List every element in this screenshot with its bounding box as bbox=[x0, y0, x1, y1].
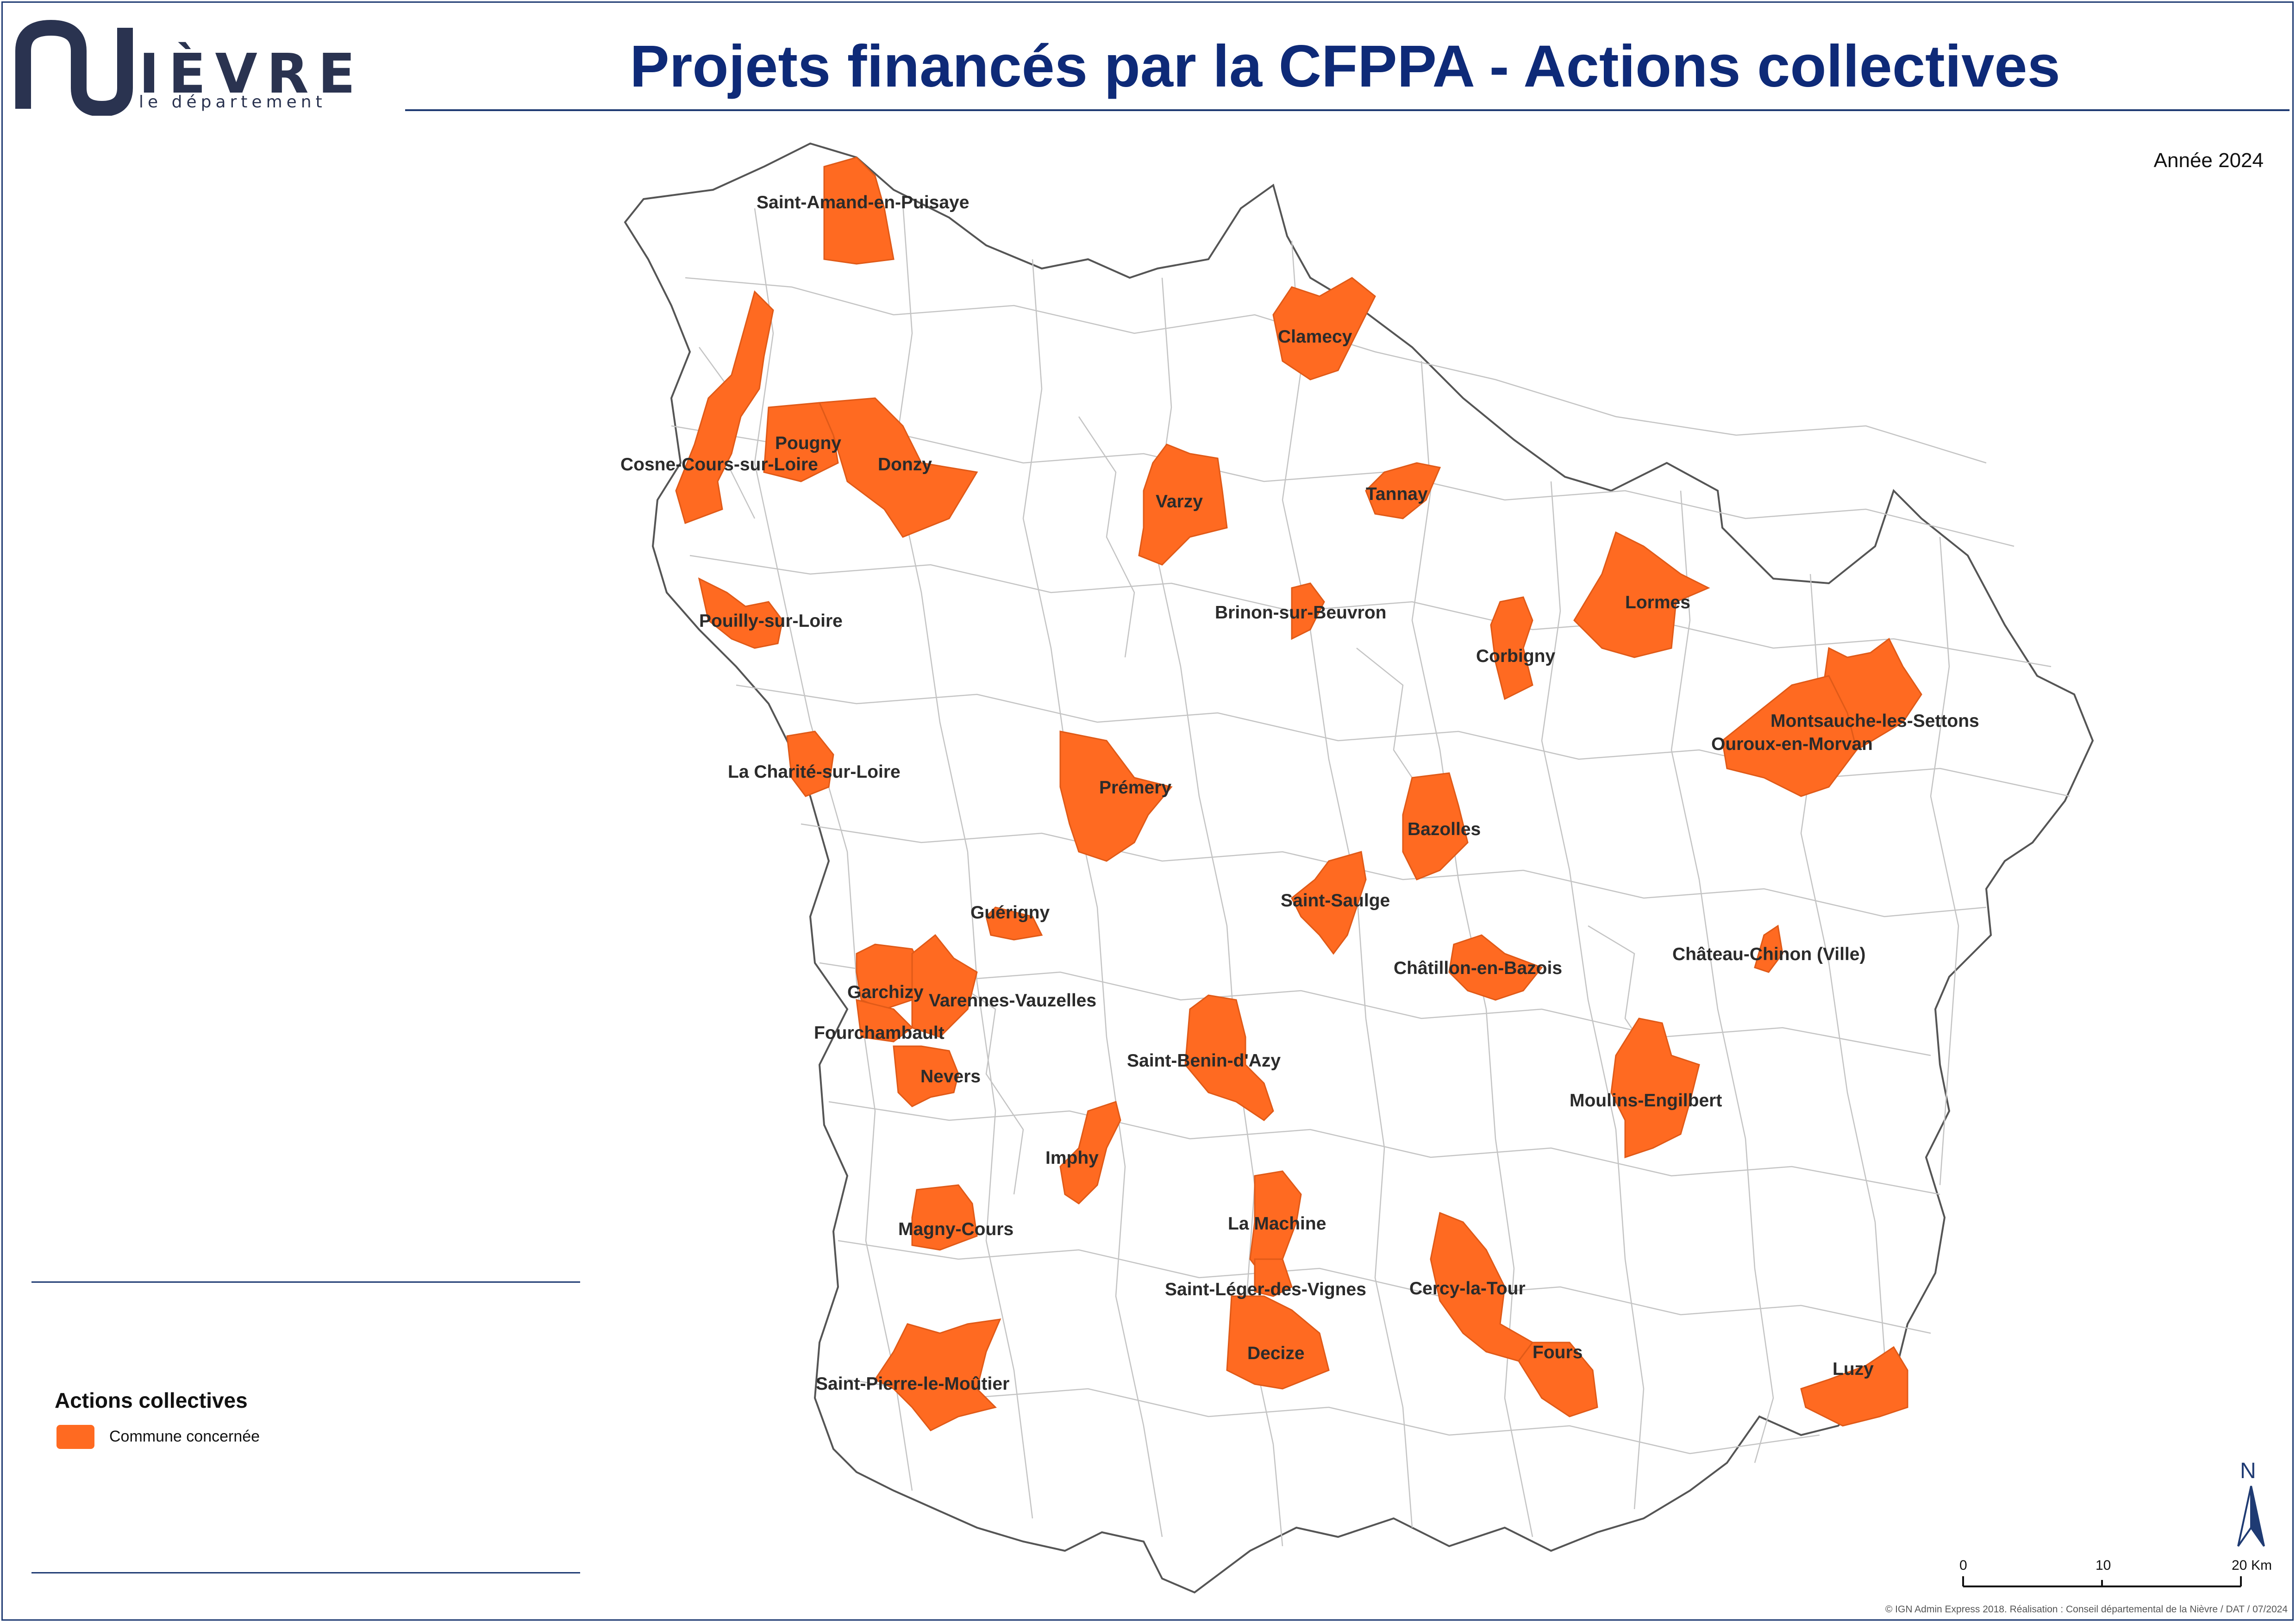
commune-shape bbox=[1291, 851, 1367, 955]
commune-label: Montsauche-les-Settons bbox=[1770, 711, 1979, 731]
legend-item-label: Commune concernée bbox=[109, 1428, 260, 1445]
commune-label: Pougny bbox=[775, 433, 841, 453]
legend-bottom-rule bbox=[31, 1572, 580, 1573]
logo-n-mark bbox=[15, 19, 133, 117]
commune-shape bbox=[985, 906, 1043, 941]
commune-shape bbox=[818, 397, 978, 538]
commune-label: Donzy bbox=[878, 455, 932, 474]
commune-label: Saint-Pierre-le-Moûtier bbox=[816, 1374, 1009, 1394]
commune-label: Nevers bbox=[920, 1067, 981, 1086]
commune-shape bbox=[1184, 994, 1274, 1121]
commune-labels: Saint-Amand-en-Puisaye Clamecy Pougny Co… bbox=[620, 193, 1979, 1394]
commune-label: Moulins-Engilbert bbox=[1570, 1091, 1722, 1111]
commune-shape bbox=[1059, 1101, 1121, 1205]
scale-tick-10: 10 bbox=[2096, 1558, 2111, 1573]
commune-label: Ouroux-en-Morvan bbox=[1711, 734, 1873, 754]
commune-label: Decize bbox=[1247, 1343, 1305, 1363]
commune-shape bbox=[1226, 1295, 1330, 1390]
commune-label: Luzy bbox=[1833, 1359, 1874, 1379]
title-underline bbox=[405, 109, 2290, 111]
commune-label: Cercy-la-Tour bbox=[1409, 1279, 1526, 1298]
commune-label: Cosne-Cours-sur-Loire bbox=[620, 455, 818, 474]
commune-label: Fours bbox=[1533, 1342, 1583, 1362]
commune-label: Garchizy bbox=[847, 982, 924, 1002]
commune-shape bbox=[823, 156, 895, 265]
commune-shape bbox=[856, 999, 913, 1042]
commune-label: Lormes bbox=[1625, 593, 1690, 612]
north-letter: N bbox=[2240, 1459, 2256, 1483]
commune-shape bbox=[874, 1318, 1001, 1431]
north-arrow-icon bbox=[2233, 1458, 2269, 1551]
commune-shape bbox=[1448, 934, 1543, 1001]
commune-shape bbox=[675, 290, 774, 524]
map-svg: Saint-Amand-en-Puisaye Clamecy Pougny Co… bbox=[620, 142, 2094, 1594]
scale-bar bbox=[1958, 1558, 2246, 1595]
commune-shape bbox=[1291, 582, 1325, 640]
legend-title: Actions collectives bbox=[55, 1388, 248, 1412]
commune-label: Bazolles bbox=[1408, 819, 1481, 839]
commune-shape bbox=[1490, 596, 1533, 700]
commune-shape bbox=[1573, 531, 1710, 658]
commune-shape bbox=[1365, 462, 1441, 519]
commune-label: Châtillon-en-Bazois bbox=[1394, 958, 1562, 978]
commune-shape bbox=[911, 934, 978, 1038]
commune-shape bbox=[1754, 924, 1783, 973]
year-label: Année 2024 bbox=[2153, 149, 2264, 172]
commune-boundaries bbox=[671, 203, 2070, 1547]
map-credits: © IGN Admin Express 2018. Réalisation : … bbox=[1885, 1604, 2288, 1615]
commune-shape bbox=[1254, 1258, 1293, 1297]
commune-label: Guérigny bbox=[970, 903, 1050, 923]
commune-label: Tannay bbox=[1366, 484, 1428, 504]
legend-swatch bbox=[56, 1425, 94, 1449]
highlighted-communes bbox=[675, 156, 1922, 1431]
commune-shape bbox=[911, 1184, 978, 1251]
commune-shape bbox=[1800, 1346, 1908, 1427]
commune-shape bbox=[1610, 1017, 1700, 1159]
commune-label: Clamecy bbox=[1278, 327, 1352, 347]
department-map: Saint-Amand-en-Puisaye Clamecy Pougny Co… bbox=[616, 139, 2107, 1602]
logo-wordmark: IÈVRE bbox=[139, 42, 365, 106]
commune-shape bbox=[1059, 730, 1173, 862]
commune-label: Pouilly-sur-Loire bbox=[699, 611, 843, 631]
page-title: Projets financés par la CFPPA - Actions … bbox=[630, 33, 2060, 100]
commune-label: Prémery bbox=[1099, 778, 1171, 798]
commune-label: Saint-Benin-d'Azy bbox=[1127, 1051, 1281, 1071]
commune-label: Varzy bbox=[1156, 492, 1203, 512]
commune-shape bbox=[786, 730, 834, 797]
commune-label: Saint-Amand-en-Puisaye bbox=[757, 193, 969, 212]
scale-tick-20: 20 bbox=[2232, 1558, 2247, 1573]
commune-label: La Charité-sur-Loire bbox=[728, 762, 901, 782]
scale-tick-0: 0 bbox=[1959, 1558, 1967, 1573]
commune-label: Saint-Saulge bbox=[1281, 891, 1390, 911]
commune-label: Saint-Léger-des-Vignes bbox=[1165, 1280, 1366, 1299]
commune-label: Imphy bbox=[1045, 1148, 1099, 1168]
commune-label: La Machine bbox=[1228, 1214, 1326, 1234]
logo-subtitle: le département bbox=[139, 93, 326, 112]
commune-label: Fourchambault bbox=[814, 1023, 945, 1043]
commune-shape bbox=[1272, 277, 1376, 381]
commune-label: Varennes-Vauzelles bbox=[929, 991, 1096, 1011]
commune-shape bbox=[698, 577, 783, 649]
commune-label: Château-Chinon (Ville) bbox=[1672, 944, 1865, 964]
commune-shape bbox=[893, 1045, 959, 1107]
commune-shape bbox=[1402, 772, 1469, 880]
commune-shape bbox=[1138, 443, 1228, 566]
commune-shape bbox=[1721, 675, 1858, 797]
legend-top-rule bbox=[31, 1281, 580, 1283]
commune-label: Brinon-sur-Beuvron bbox=[1215, 603, 1387, 623]
commune-shape bbox=[1518, 1342, 1598, 1417]
scale-unit: Km bbox=[2251, 1558, 2272, 1573]
commune-label: Corbigny bbox=[1476, 646, 1555, 666]
nievre-logo bbox=[14, 19, 357, 120]
commune-label: Magny-Cours bbox=[898, 1219, 1013, 1239]
